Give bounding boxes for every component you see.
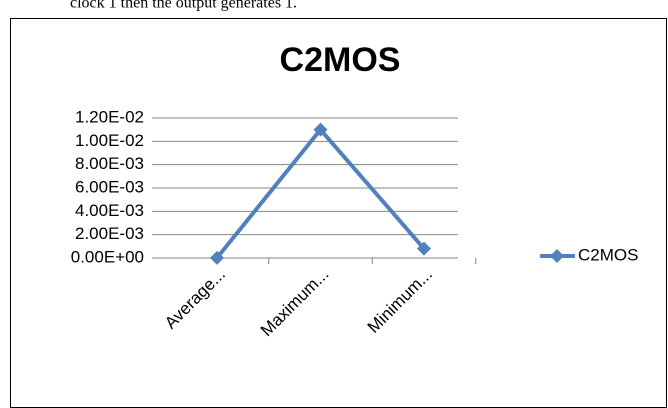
chart-title: C2MOS [280,41,401,79]
y-tick-label: 6.00E-03 [75,177,144,196]
y-tick-label: 1.00E-02 [75,131,144,150]
marker [313,122,328,137]
y-tick-label: 0.00E+00 [71,247,144,266]
chart-frame [10,18,667,408]
y-tick-label: 1.20E-02 [75,107,144,126]
legend-marker [550,249,564,263]
y-tick-label: 2.00E-03 [75,224,144,243]
text-above: clock 1 then the output generates 1. [70,0,297,12]
legend-label: C2MOS [578,245,638,264]
y-tick-label: 4.00E-03 [75,201,144,220]
marker [210,250,224,265]
marker [417,241,431,256]
y-tick-label: 8.00E-03 [75,154,144,173]
